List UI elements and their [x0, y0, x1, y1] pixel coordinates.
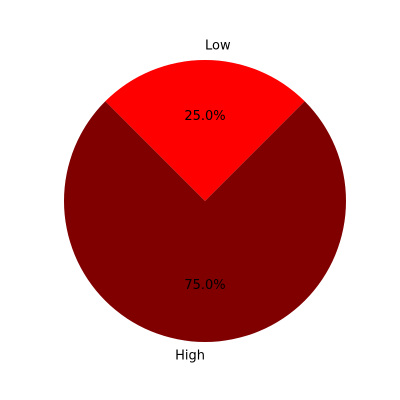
pie-labels: Low 25.0% High 75.0%	[175, 38, 231, 363]
slice-label-low: Low	[205, 38, 231, 53]
percent-label-low: 25.0%	[184, 109, 225, 124]
percent-label-high: 75.0%	[184, 278, 225, 293]
pie-slice-high	[64, 101, 346, 342]
pie-slice-low	[105, 60, 305, 202]
pie-slices	[64, 60, 346, 342]
slice-label-high: High	[175, 349, 205, 364]
